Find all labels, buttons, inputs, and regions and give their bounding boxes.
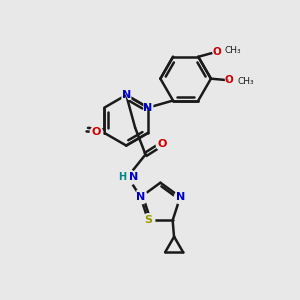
Text: N: N <box>136 192 145 202</box>
Text: N: N <box>142 100 154 115</box>
Text: O: O <box>225 76 234 85</box>
Text: N: N <box>174 190 187 205</box>
Text: O: O <box>157 139 167 149</box>
Text: O: O <box>91 127 101 137</box>
Text: O: O <box>89 125 103 140</box>
Text: S: S <box>144 215 152 225</box>
Text: CH₃: CH₃ <box>224 46 241 55</box>
Text: CH₃: CH₃ <box>237 76 254 85</box>
Text: O: O <box>223 73 236 88</box>
Text: N: N <box>143 103 153 112</box>
Text: N: N <box>120 88 133 103</box>
Text: N: N <box>176 192 185 202</box>
Text: N: N <box>122 90 131 100</box>
Text: H: H <box>118 172 126 182</box>
Text: S: S <box>143 213 154 228</box>
Text: O: O <box>211 44 223 59</box>
Text: N: N <box>134 190 147 205</box>
Text: O: O <box>155 136 168 152</box>
Text: O: O <box>212 47 221 57</box>
Text: N: N <box>129 172 138 182</box>
